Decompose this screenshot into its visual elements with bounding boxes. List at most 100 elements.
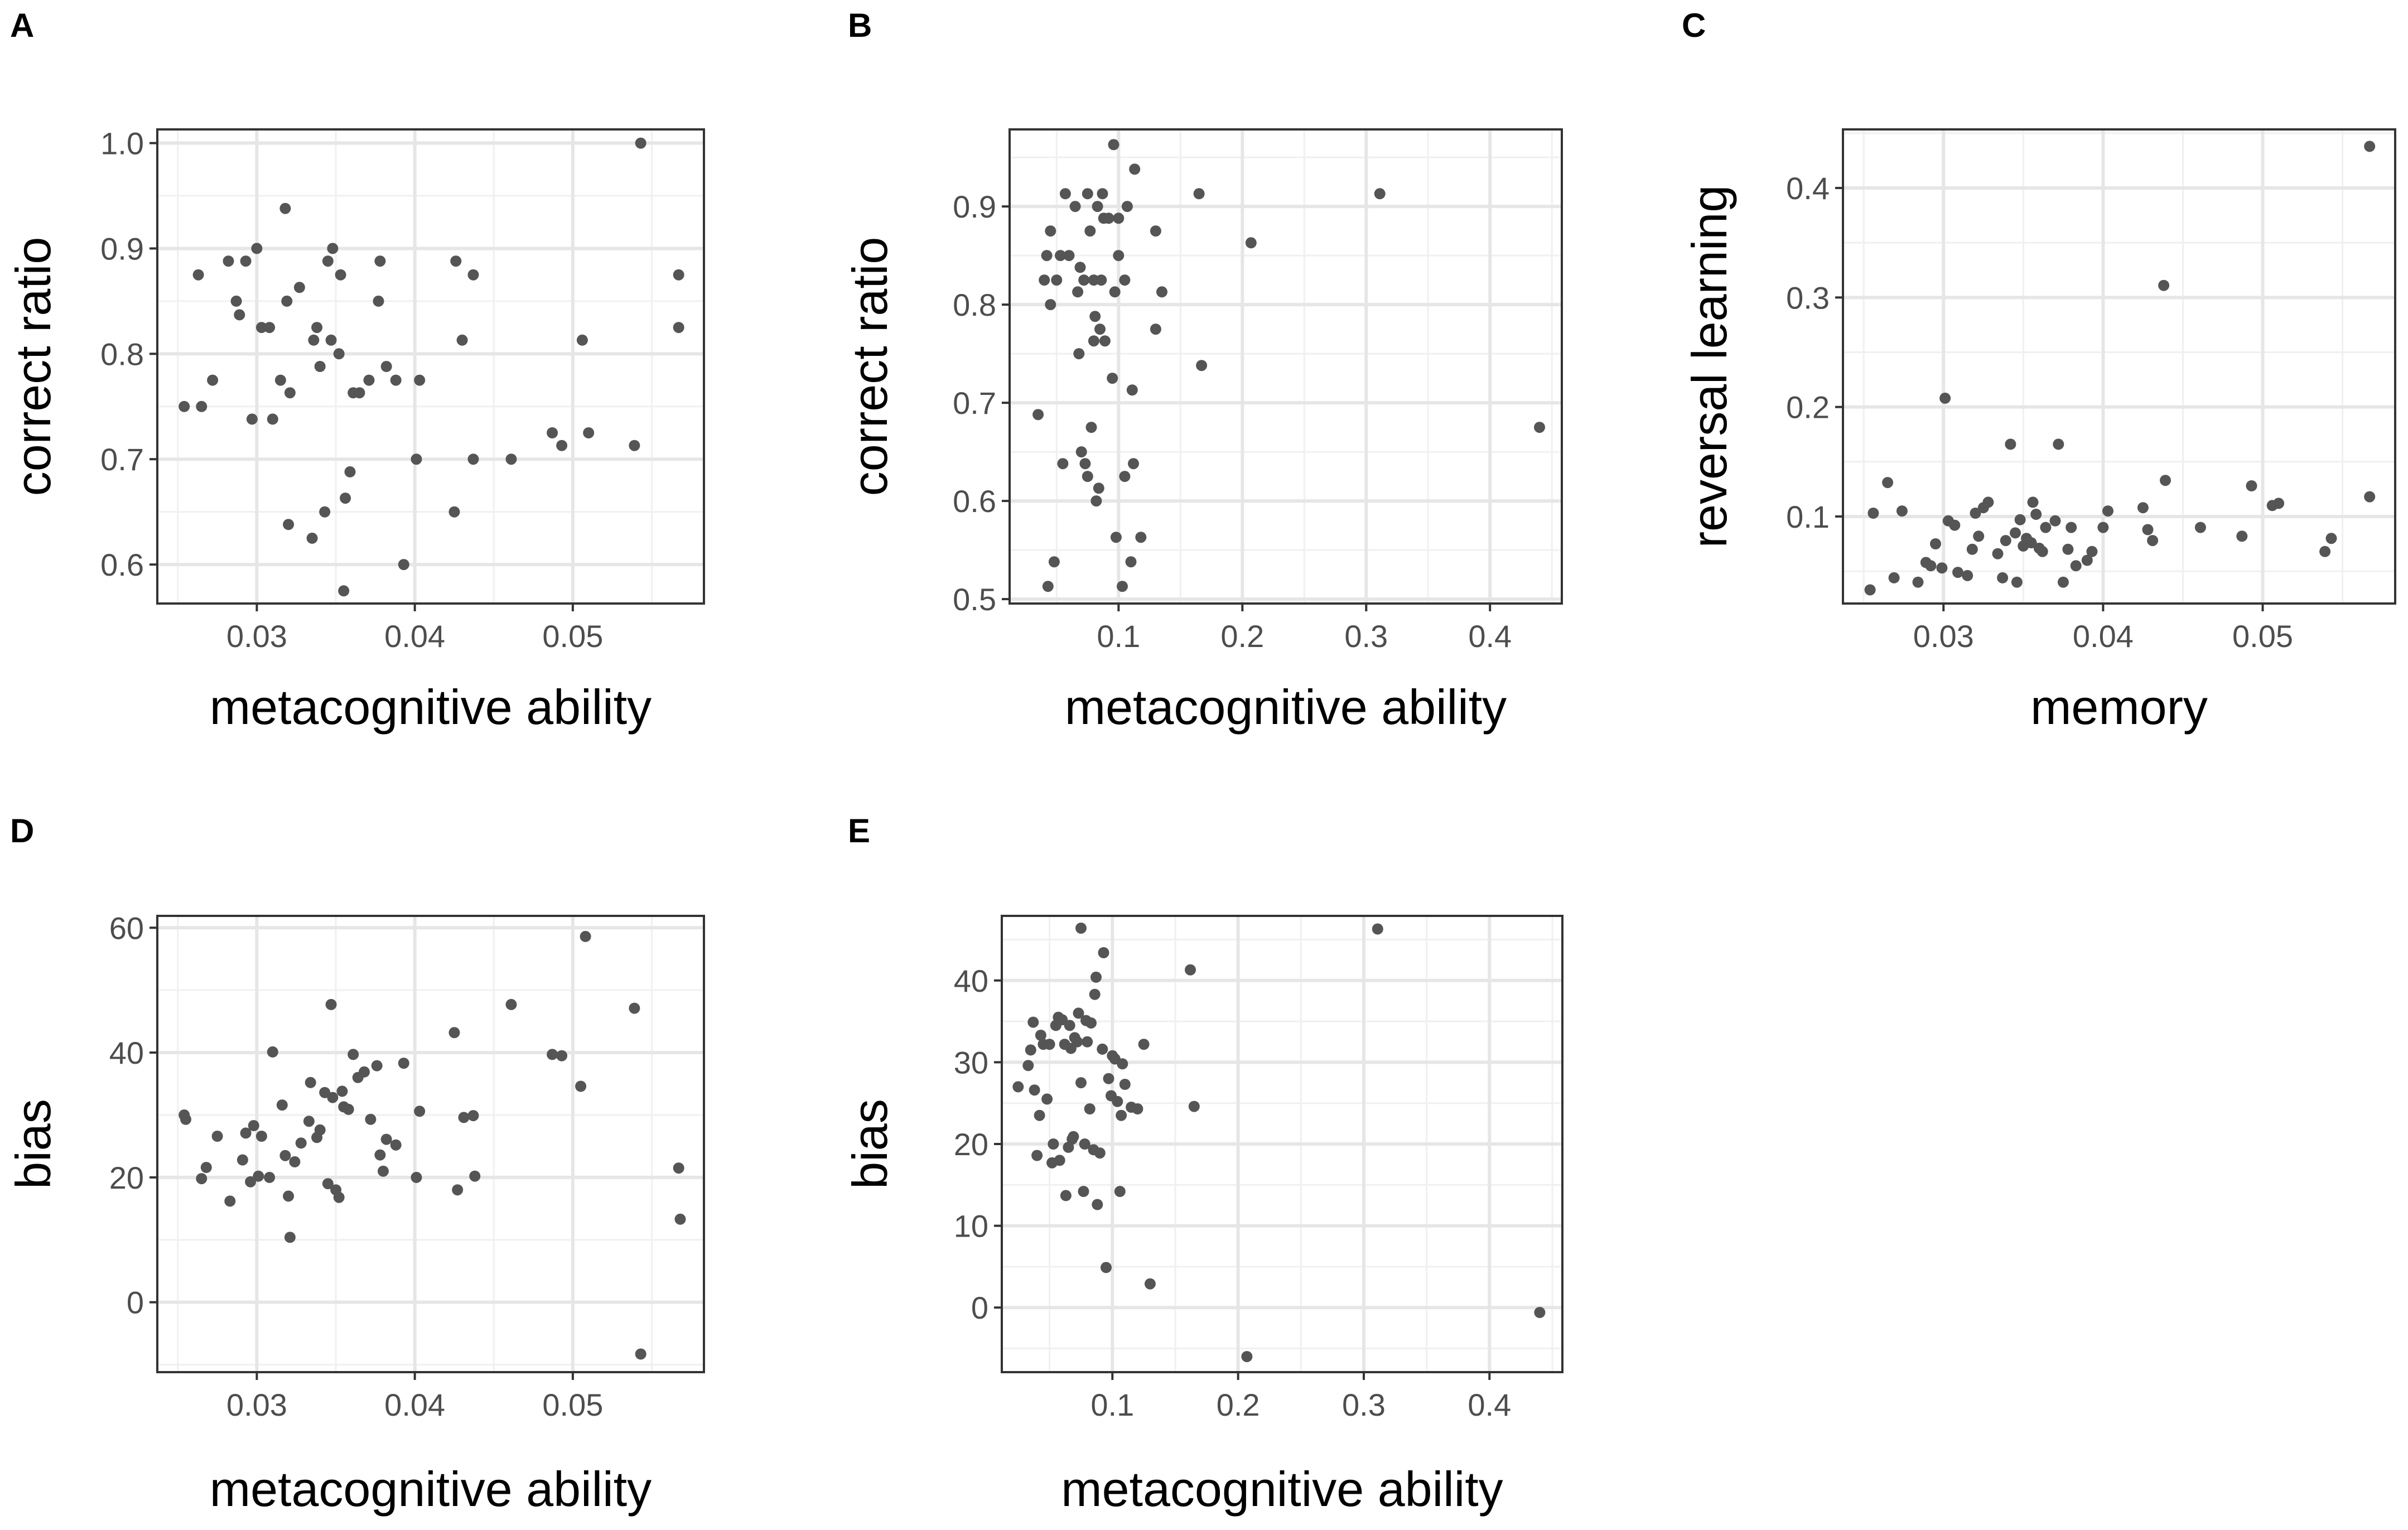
x-tick-label: 0.2 bbox=[1220, 619, 1264, 654]
data-point bbox=[1075, 923, 1087, 934]
data-point bbox=[1949, 519, 1961, 531]
data-point bbox=[1029, 1084, 1040, 1096]
data-point bbox=[1073, 348, 1085, 360]
x-axis-title: metacognitive ability bbox=[210, 1461, 652, 1517]
data-point bbox=[2005, 438, 2016, 450]
data-point bbox=[322, 1178, 334, 1190]
data-point bbox=[1241, 1351, 1253, 1363]
data-point bbox=[635, 1348, 646, 1360]
data-point bbox=[580, 930, 591, 942]
data-point bbox=[390, 374, 402, 386]
data-point bbox=[1103, 1073, 1114, 1084]
data-point bbox=[2070, 560, 2082, 572]
data-point bbox=[1099, 335, 1111, 347]
data-point bbox=[673, 269, 684, 281]
panel-label: D bbox=[10, 812, 34, 850]
y-tick-label: 0.7 bbox=[100, 442, 144, 477]
data-point bbox=[1092, 201, 1103, 213]
x-tick-label: 0.2 bbox=[1217, 1387, 1260, 1422]
panel-border bbox=[1842, 128, 2396, 605]
y-tick-label: 0.4 bbox=[1786, 171, 1830, 206]
data-point bbox=[1041, 1093, 1053, 1105]
data-point bbox=[1041, 250, 1053, 262]
data-point bbox=[1888, 572, 1900, 583]
data-point bbox=[279, 202, 291, 214]
data-point bbox=[1045, 225, 1056, 237]
data-point bbox=[373, 295, 384, 307]
data-point bbox=[374, 1149, 386, 1161]
data-point bbox=[674, 1213, 686, 1225]
data-point bbox=[1096, 274, 1107, 286]
data-point bbox=[1185, 964, 1196, 976]
x-tick-label: 0.04 bbox=[2073, 619, 2134, 654]
data-point bbox=[1982, 496, 1994, 508]
data-point bbox=[224, 1195, 236, 1207]
data-point bbox=[267, 1046, 278, 1058]
y-tick-label: 0.9 bbox=[100, 231, 144, 266]
data-point bbox=[1060, 1190, 1072, 1201]
data-point bbox=[1372, 923, 1383, 935]
data-point bbox=[1057, 458, 1069, 470]
data-point bbox=[1534, 1307, 1546, 1318]
x-tick-label: 0.3 bbox=[1342, 1387, 1386, 1422]
data-point bbox=[322, 255, 334, 267]
scatter-panel-c: C 0.03 0.04 0.05 0.1 0.2 0.3 0.4 memory reversal… bbox=[1682, 7, 2396, 735]
data-point bbox=[1952, 567, 1963, 578]
data-point bbox=[365, 1113, 377, 1125]
data-point bbox=[1936, 562, 1948, 574]
data-point bbox=[342, 1103, 354, 1115]
data-point bbox=[547, 1049, 558, 1060]
y-axis-title: bias bbox=[6, 1099, 61, 1189]
x-axis-title: metacognitive ability bbox=[1065, 679, 1507, 735]
y-tick-label: 0.6 bbox=[953, 484, 996, 519]
data-point bbox=[2011, 576, 2023, 588]
data-point bbox=[1078, 274, 1090, 286]
x-tick-label: 0.03 bbox=[226, 1387, 287, 1422]
data-point bbox=[1022, 1060, 1034, 1072]
y-tick-label: 0.6 bbox=[100, 547, 144, 582]
data-point bbox=[274, 374, 286, 386]
data-point bbox=[1114, 1186, 1126, 1197]
data-point bbox=[1110, 532, 1122, 543]
x-tick-label: 0.04 bbox=[384, 1387, 445, 1422]
data-point bbox=[1074, 262, 1086, 273]
data-point bbox=[467, 453, 479, 465]
y-tick-label: 0.5 bbox=[953, 582, 996, 617]
data-point bbox=[1090, 495, 1102, 507]
data-point bbox=[234, 309, 245, 321]
data-point bbox=[283, 519, 295, 530]
y-tick-label: 60 bbox=[109, 910, 144, 945]
data-point bbox=[390, 1139, 402, 1151]
data-point bbox=[293, 282, 305, 293]
data-point bbox=[1992, 548, 2004, 559]
data-point bbox=[2194, 522, 2206, 533]
data-point bbox=[2025, 537, 2037, 549]
data-point bbox=[378, 1165, 389, 1177]
x-tick-label: 0.05 bbox=[542, 1387, 603, 1422]
data-point bbox=[240, 1127, 252, 1139]
scatter-panel-b: B 0.1 0.2 0.3 0.4 0.5 0.6 0.7 0.8 0.9 metacogniti… bbox=[842, 7, 1563, 735]
data-point bbox=[1059, 188, 1071, 200]
data-point bbox=[1093, 482, 1104, 494]
y-axis-title: bias bbox=[842, 1099, 897, 1189]
y-tick-label: 40 bbox=[954, 963, 988, 998]
data-point bbox=[1079, 1138, 1090, 1150]
data-point bbox=[1135, 532, 1147, 543]
data-point bbox=[1051, 274, 1063, 286]
data-point bbox=[547, 427, 558, 438]
data-point bbox=[303, 1116, 315, 1127]
data-point bbox=[200, 1162, 212, 1173]
data-point bbox=[327, 1092, 339, 1103]
data-point bbox=[325, 998, 337, 1010]
data-point bbox=[576, 334, 588, 346]
data-point bbox=[1193, 188, 1205, 200]
data-point bbox=[1063, 250, 1075, 262]
data-point bbox=[348, 1049, 359, 1060]
panel-border bbox=[156, 128, 705, 605]
data-point bbox=[456, 334, 468, 346]
data-point bbox=[1039, 274, 1050, 286]
data-point bbox=[1034, 1109, 1045, 1121]
data-point bbox=[2325, 533, 2337, 544]
data-point bbox=[2158, 279, 2170, 291]
data-point bbox=[1997, 572, 2009, 583]
